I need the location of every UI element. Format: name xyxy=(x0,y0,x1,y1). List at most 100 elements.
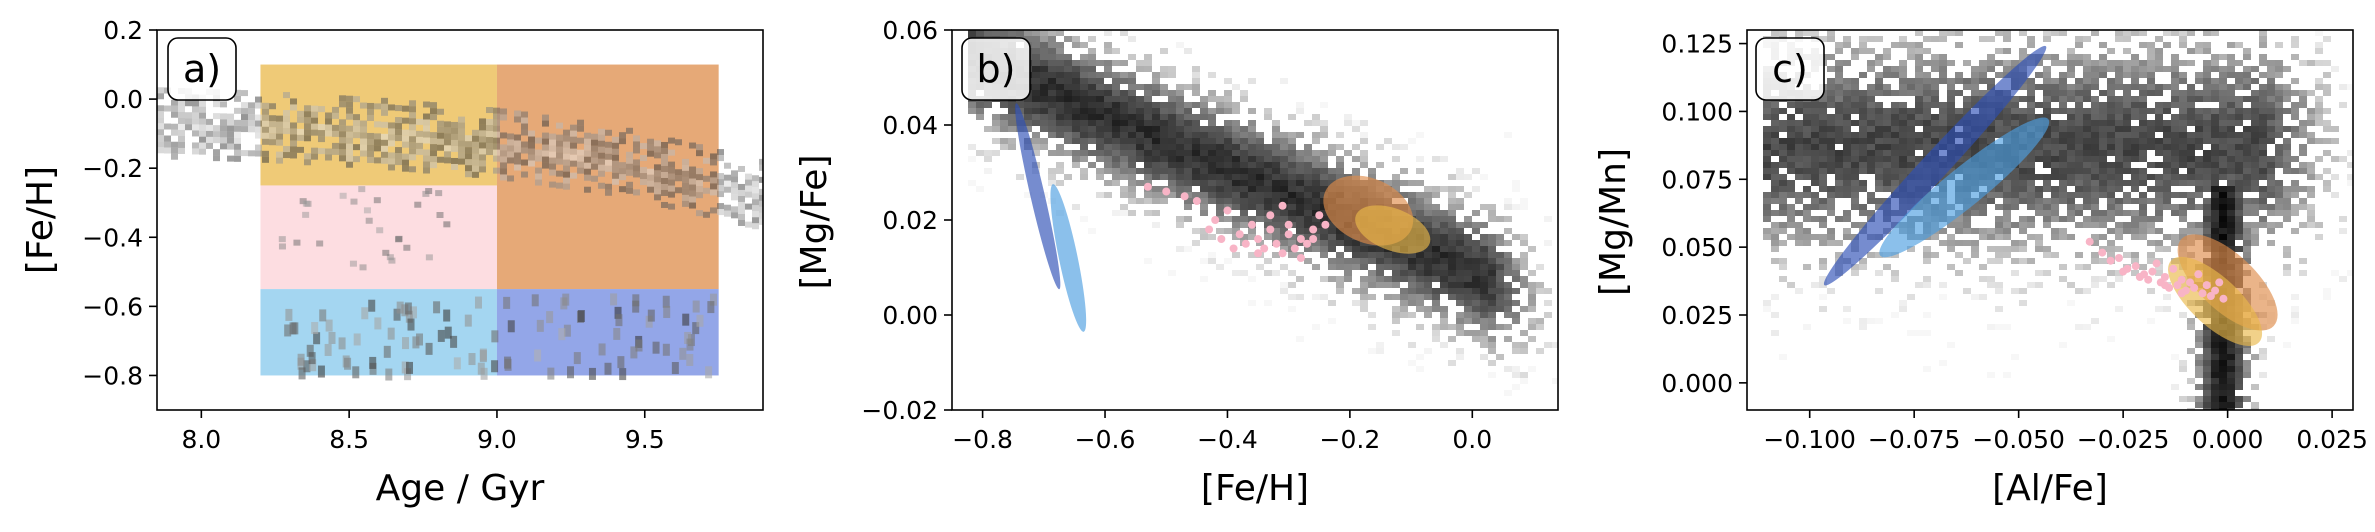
density-cell xyxy=(2291,204,2299,210)
density-cell xyxy=(1827,102,1835,108)
density-cell xyxy=(1947,60,1955,66)
density-cell xyxy=(1512,342,1520,348)
density-cell xyxy=(1176,138,1184,144)
density-cell xyxy=(1947,264,1955,270)
density-cell xyxy=(486,125,493,132)
density-cell xyxy=(1320,126,1328,132)
density-cell xyxy=(696,168,703,175)
density-cell xyxy=(346,137,353,144)
density-cell xyxy=(2043,84,2051,90)
density-cell xyxy=(1328,234,1336,240)
density-cell xyxy=(1995,258,2003,264)
density-cell xyxy=(570,136,577,143)
density-cell xyxy=(491,330,499,343)
density-cell xyxy=(1288,114,1296,120)
density-cell xyxy=(1787,162,1795,168)
density-cell xyxy=(2299,102,2307,108)
density-cell xyxy=(1112,162,1120,168)
density-cell xyxy=(444,151,451,158)
density-cell xyxy=(1048,120,1056,126)
density-cell xyxy=(2131,138,2139,144)
density-cell xyxy=(710,207,717,214)
density-cell xyxy=(710,177,717,184)
density-cell xyxy=(241,108,248,115)
density-cell xyxy=(2243,252,2251,258)
density-cell xyxy=(2155,162,2163,168)
density-cell xyxy=(1859,126,1867,132)
density-cell xyxy=(619,132,626,139)
density-cell xyxy=(1400,180,1408,186)
density-cell xyxy=(2267,96,2275,102)
density-cell xyxy=(1899,156,1907,162)
density-cell xyxy=(2003,102,2011,108)
density-cell xyxy=(1939,282,1947,288)
density-cell xyxy=(617,356,625,369)
density-cell xyxy=(1056,162,1064,168)
density-cell xyxy=(1803,168,1811,174)
density-cell xyxy=(1779,108,1787,114)
density-cell xyxy=(1963,258,1971,264)
density-cell xyxy=(1056,84,1064,90)
density-cell xyxy=(2283,162,2291,168)
density-cell xyxy=(234,143,241,150)
density-cell xyxy=(663,306,671,319)
density-cell xyxy=(1040,126,1048,132)
density-cell xyxy=(1899,174,1907,180)
density-cell xyxy=(1408,342,1416,348)
density-cell xyxy=(1184,120,1192,126)
density-cell xyxy=(2003,228,2011,234)
density-cell xyxy=(1408,312,1416,318)
density-cell xyxy=(2171,204,2179,210)
density-cell xyxy=(1811,30,1819,36)
density-cell xyxy=(1136,114,1144,120)
density-cell xyxy=(1040,66,1048,72)
density-cell xyxy=(2027,174,2035,180)
density-cell xyxy=(2291,90,2299,96)
density-cell xyxy=(1080,174,1088,180)
density-cell xyxy=(2003,198,2011,204)
density-cell xyxy=(1264,156,1272,162)
density-cell xyxy=(1152,162,1160,168)
density-cell xyxy=(1264,216,1272,222)
density-cell xyxy=(1224,174,1232,180)
density-cell xyxy=(1512,318,1520,324)
density-cell xyxy=(1280,264,1288,270)
density-cell xyxy=(1240,174,1248,180)
density-cell xyxy=(369,356,377,369)
density-cell xyxy=(2315,30,2323,36)
density-cell xyxy=(1248,228,1256,234)
density-cell xyxy=(1843,318,1851,324)
density-cell xyxy=(2203,48,2211,54)
density-cell xyxy=(1963,102,1971,108)
density-cell xyxy=(731,182,738,189)
density-cell xyxy=(759,188,763,195)
density-cell xyxy=(2195,96,2203,102)
density-cell xyxy=(500,114,507,121)
pink-point xyxy=(1309,235,1318,243)
density-cell xyxy=(1328,228,1336,234)
density-cell xyxy=(2243,174,2251,180)
density-cell xyxy=(696,186,703,193)
density-cell xyxy=(1819,264,1827,270)
density-cell xyxy=(1875,318,1883,324)
density-cell xyxy=(2011,270,2019,276)
density-cell xyxy=(2195,108,2203,114)
density-cell xyxy=(1432,252,1440,258)
density-cell xyxy=(2283,246,2291,252)
density-cell xyxy=(1512,384,1520,390)
density-cell xyxy=(2283,66,2291,72)
density-cell xyxy=(1987,132,1995,138)
density-cell xyxy=(472,147,479,154)
density-cell xyxy=(1843,108,1851,114)
density-cell xyxy=(383,345,391,358)
density-cell xyxy=(1208,144,1216,150)
density-cell xyxy=(1528,246,1536,252)
density-cell xyxy=(1376,246,1384,252)
density-cell xyxy=(290,104,297,111)
density-cell xyxy=(1536,348,1544,354)
density-cell xyxy=(1072,162,1080,168)
density-cell xyxy=(1416,198,1424,204)
density-cell xyxy=(598,182,605,189)
density-cell xyxy=(1520,330,1528,336)
